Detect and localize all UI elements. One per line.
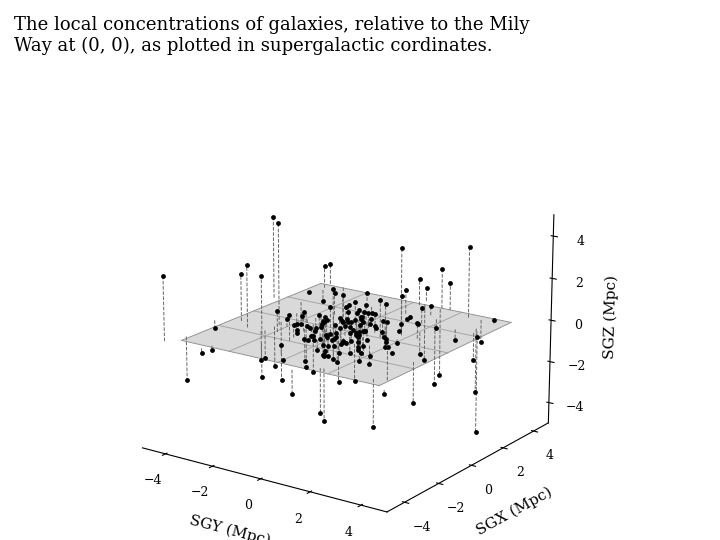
X-axis label: SGY (Mpc): SGY (Mpc) bbox=[188, 514, 272, 540]
Y-axis label: SGX (Mpc): SGX (Mpc) bbox=[474, 485, 554, 538]
Text: The local concentrations of galaxies, relative to the Mily
Way at (0, 0), as plo: The local concentrations of galaxies, re… bbox=[14, 16, 530, 55]
